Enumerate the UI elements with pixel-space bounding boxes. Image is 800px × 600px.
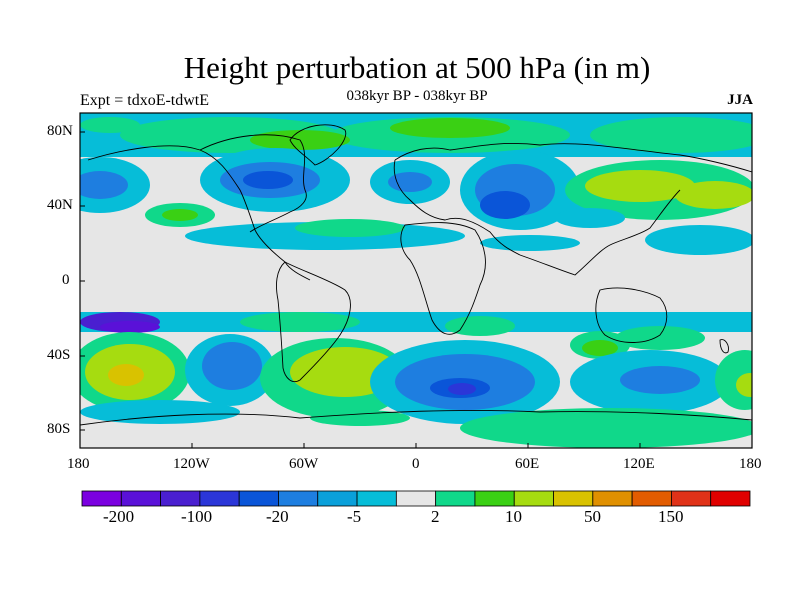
- colorbar-label: -100: [181, 507, 213, 526]
- colorbar-swatch: [317, 490, 358, 507]
- lon-tick-label: 120W: [173, 456, 210, 472]
- colorbar-label: 150: [658, 507, 684, 526]
- lon-tick-label: 60W: [289, 456, 319, 472]
- lon-tick-label: 180: [67, 456, 90, 472]
- colorbar-label: 10: [505, 507, 522, 526]
- lon-tick-label: 120E: [623, 456, 655, 472]
- lat-tick-label: 40S: [47, 347, 71, 363]
- colorbar-swatch: [592, 490, 633, 507]
- lon-tick-label: 180: [739, 456, 762, 472]
- colorbar-label: 2: [431, 507, 440, 526]
- colorbar-label: -200: [103, 507, 135, 526]
- anomaly-field-south: [80, 312, 752, 448]
- colorbar-label: -20: [266, 507, 289, 526]
- chart-title: Height perturbation at 500 hPa (in m): [183, 50, 651, 85]
- colorbar-label: 50: [584, 507, 601, 526]
- colorbar-swatch: [553, 490, 594, 507]
- lon-tick-label: 0: [412, 456, 420, 472]
- lat-tick-label: 80N: [47, 123, 73, 139]
- season-label: JJA: [727, 92, 753, 108]
- colorbar-swatch: [395, 490, 437, 507]
- lat-tick-label: 40N: [47, 197, 73, 213]
- colorbar-swatch: [474, 490, 515, 507]
- colorbar-swatch: [199, 490, 240, 507]
- colorbar-swatch: [278, 490, 319, 507]
- lon-tick-label: 60E: [515, 456, 540, 472]
- lat-tick-label: 80S: [47, 421, 71, 437]
- colorbar-swatch: [81, 490, 122, 507]
- colorbar-swatch: [356, 490, 397, 507]
- experiment-label: Expt = tdxoE-tdwtE: [80, 92, 210, 109]
- colorbar-swatch: [513, 490, 554, 507]
- period-label: 038kyr BP - 038kyr BP: [346, 88, 488, 104]
- axis-ticks: [79, 131, 753, 448]
- coastlines: [80, 124, 752, 426]
- colorbar-swatch: [671, 490, 712, 507]
- colorbar-label: -5: [347, 507, 362, 526]
- lat-tick-label: 0: [62, 272, 70, 288]
- colorbar-swatch: [238, 490, 279, 507]
- colorbar-swatch: [160, 490, 201, 507]
- anomaly-field-north: [80, 148, 752, 255]
- colorbar-swatch: [710, 490, 751, 507]
- colorbar-swatch: [435, 490, 476, 507]
- colorbar: [81, 490, 751, 507]
- colorbar-swatch: [631, 490, 672, 507]
- anomaly-field-arctic: [80, 113, 752, 157]
- colorbar-swatch: [120, 490, 161, 507]
